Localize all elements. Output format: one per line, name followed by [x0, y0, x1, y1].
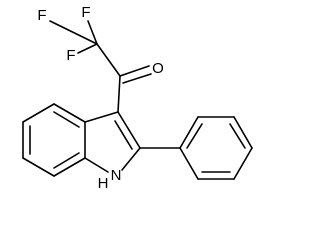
- bond: [179, 147, 199, 180]
- bond: [117, 75, 121, 113]
- bond: [117, 111, 141, 149]
- bond: [186, 123, 203, 149]
- bond: [122, 73, 152, 84]
- bond: [179, 116, 199, 149]
- atom-label: N: [111, 167, 122, 184]
- atom-label: F: [66, 47, 75, 64]
- page: F F F O N H (() => { const data = JSON.p…: [22, 3, 253, 192]
- bond: [233, 116, 253, 149]
- bond: [121, 147, 141, 171]
- bond: [53, 111, 80, 128]
- atom-label: H: [98, 175, 109, 192]
- bond: [87, 20, 98, 45]
- bond: [229, 123, 246, 149]
- bond: [114, 120, 133, 150]
- bond: [53, 152, 80, 169]
- bond: [53, 103, 86, 123]
- bond: [96, 43, 121, 77]
- bond: [84, 111, 119, 123]
- bond: [22, 157, 55, 177]
- bond: [233, 147, 253, 180]
- atom-label: F: [37, 7, 46, 24]
- bond: [119, 65, 150, 77]
- bond: [77, 43, 98, 54]
- atom-label: O: [152, 60, 164, 77]
- molecule: F F F O N H: [22, 4, 253, 192]
- bond: [84, 157, 109, 173]
- bonds: [22, 20, 253, 180]
- bond: [53, 157, 86, 177]
- bond: [22, 103, 55, 123]
- bond: [49, 20, 98, 45]
- atom-label: F: [81, 4, 90, 21]
